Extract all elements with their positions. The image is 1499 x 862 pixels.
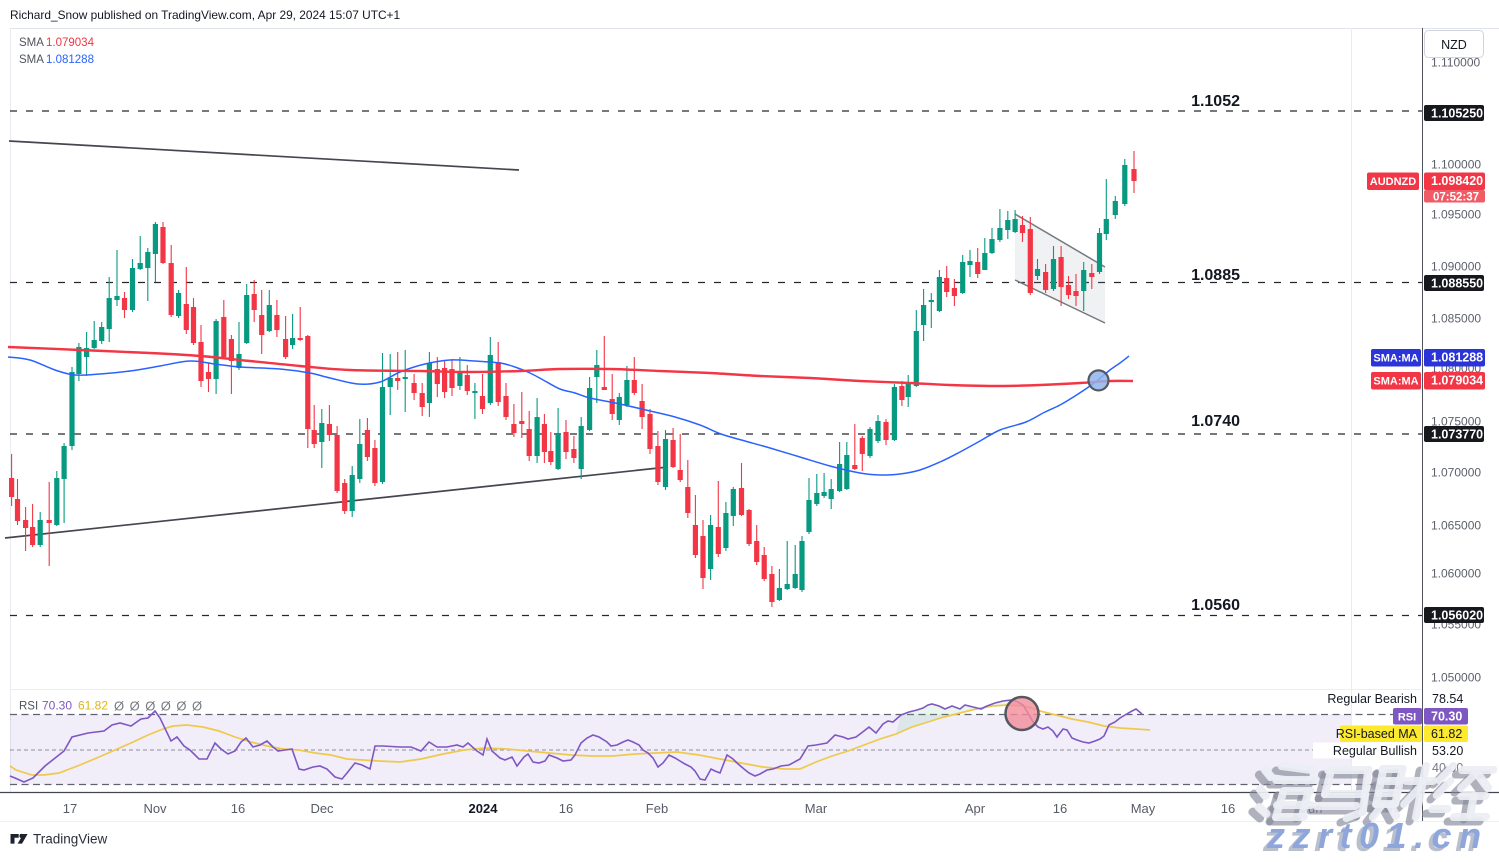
svg-text:1.079034: 1.079034 [1431, 374, 1483, 388]
svg-text:Regular Bullish: Regular Bullish [1333, 744, 1417, 758]
svg-text:NZD: NZD [1441, 38, 1467, 52]
svg-text:16: 16 [1053, 801, 1067, 816]
svg-text:1.065000: 1.065000 [1431, 519, 1481, 533]
svg-text:zzrt01.cn: zzrt01.cn [1262, 818, 1485, 857]
svg-text:SMA:MA: SMA:MA [1373, 376, 1418, 388]
svg-text:16: 16 [1221, 801, 1235, 816]
svg-text:1.073770: 1.073770 [1431, 428, 1483, 442]
svg-text:61.82: 61.82 [78, 699, 108, 713]
svg-text:1.100000: 1.100000 [1431, 158, 1481, 172]
svg-text:Apr: Apr [965, 801, 986, 816]
svg-text:1.110000: 1.110000 [1431, 56, 1480, 70]
svg-text:1.095000: 1.095000 [1431, 208, 1481, 222]
svg-text:16: 16 [231, 801, 245, 816]
svg-text:RSI-based MA: RSI-based MA [1336, 727, 1418, 741]
svg-text:1.081288: 1.081288 [46, 54, 94, 66]
svg-text:SMA: SMA [19, 37, 44, 49]
svg-text:Richard_Snow published on Trad: Richard_Snow published on TradingView.co… [10, 8, 400, 22]
svg-text:1.075000: 1.075000 [1431, 415, 1481, 429]
svg-text:70.30: 70.30 [42, 699, 72, 713]
svg-text:1.079034: 1.079034 [46, 37, 95, 49]
svg-text:Dec: Dec [310, 801, 334, 816]
svg-text:Ø: Ø [176, 699, 186, 714]
svg-text:1.056020: 1.056020 [1431, 609, 1483, 623]
svg-text:AUDNZD: AUDNZD [1370, 176, 1416, 188]
svg-text:SMA:MA: SMA:MA [1373, 353, 1418, 365]
svg-text:RSI: RSI [19, 701, 38, 713]
svg-text:Mar: Mar [805, 801, 828, 816]
svg-text:Ø: Ø [130, 699, 140, 714]
svg-text:Ø: Ø [192, 699, 202, 714]
svg-text:Ø: Ø [145, 699, 155, 714]
svg-text:70.30: 70.30 [1431, 710, 1462, 724]
svg-text:Nov: Nov [143, 801, 167, 816]
svg-text:TradingView: TradingView [33, 832, 108, 847]
svg-text:1.081288: 1.081288 [1431, 351, 1483, 365]
svg-text:1.090000: 1.090000 [1431, 260, 1481, 274]
svg-text:78.54: 78.54 [1432, 692, 1463, 706]
svg-text:zzrt01.cn: zzrt01.cn [1266, 815, 1489, 856]
svg-text:1.070000: 1.070000 [1431, 466, 1481, 480]
svg-text:Ø: Ø [114, 699, 124, 714]
svg-text:16: 16 [559, 801, 573, 816]
svg-text:2024: 2024 [469, 801, 499, 816]
svg-text:1.0885: 1.0885 [1191, 267, 1240, 284]
svg-text:Ø: Ø [161, 699, 171, 714]
svg-text:1.088550: 1.088550 [1431, 277, 1483, 291]
svg-text:1.050000: 1.050000 [1431, 671, 1481, 685]
svg-text:Feb: Feb [646, 801, 668, 816]
svg-text:1.098420: 1.098420 [1431, 174, 1483, 188]
svg-text:RSI: RSI [1398, 712, 1416, 724]
svg-text:61.82: 61.82 [1431, 727, 1462, 741]
svg-text:1.1052: 1.1052 [1191, 93, 1240, 110]
svg-text:1.0740: 1.0740 [1191, 413, 1240, 430]
svg-text:1.0560: 1.0560 [1191, 597, 1240, 614]
svg-text:53.20: 53.20 [1432, 744, 1463, 758]
svg-text:1.060000: 1.060000 [1431, 567, 1481, 581]
svg-text:1.105250: 1.105250 [1431, 107, 1483, 121]
svg-text:17: 17 [63, 801, 77, 816]
svg-text:SMA: SMA [19, 54, 44, 66]
svg-text:1.085000: 1.085000 [1431, 312, 1481, 326]
svg-text:May: May [1131, 801, 1156, 816]
svg-text:Regular Bearish: Regular Bearish [1327, 692, 1417, 706]
svg-text:07:52:37: 07:52:37 [1433, 192, 1479, 204]
